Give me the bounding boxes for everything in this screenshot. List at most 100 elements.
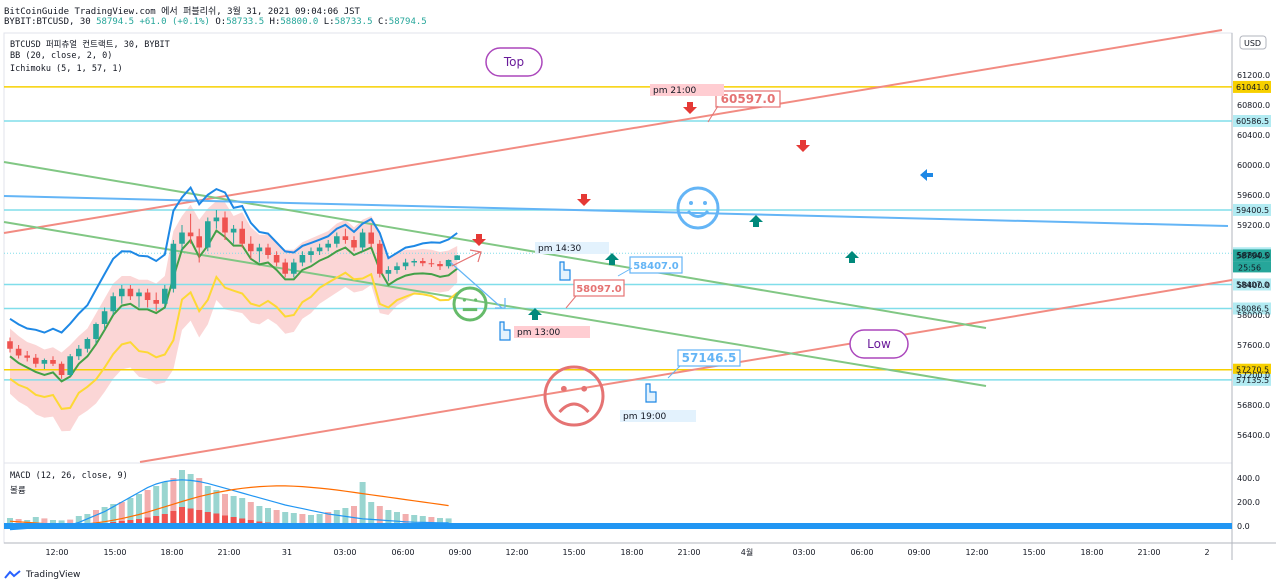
candle-body [437,264,443,267]
y-tick-label: 56800.0 [1237,401,1270,410]
legend-ichimoku[interactable]: Ichimoku (5, 1, 57, 1) [10,64,123,74]
green-channel-lower [3,221,987,387]
down-arrow-icon [796,140,810,152]
price-axis-label-bg [1233,278,1271,291]
volume-bar [204,486,211,526]
up-arrow-icon [605,253,619,265]
macd-histogram-bar [187,508,194,526]
candle-body [213,217,220,222]
low-label: L: [323,17,335,27]
candle-body [41,360,48,364]
volume-bar [144,490,151,526]
currency-badge[interactable] [1239,35,1267,50]
neutral-face-icon [452,286,488,322]
macd-histogram-bar [239,518,246,526]
x-tick-label: 4월 [741,547,753,557]
sad-face-icon [543,365,605,427]
volume-bar [351,506,357,526]
volume-bar [437,518,443,526]
y-tick-label: 61200.0 [1237,71,1270,80]
tradingview-logo-icon [4,570,21,579]
x-tick-label: 2 [1204,548,1209,557]
x-tick-label: 09:00 [448,548,471,557]
volume-bar [222,494,228,526]
macd-y-tick-label: 200.0 [1237,498,1260,507]
price-58097-label: 58097.0 [576,284,622,295]
candle-body [33,357,39,364]
price-axis-label-bg [1233,115,1271,128]
price-60597-label: 60597.0 [721,92,776,106]
volume-bar [239,498,246,526]
candle-body [420,261,426,264]
candle-body [136,292,142,297]
y-tick-label: 57200.0 [1237,371,1270,380]
volume-bar [299,514,306,526]
volume-bar [308,515,314,526]
volume-bar [136,494,142,526]
time-1900-bg [620,410,696,422]
volume-bar [419,516,426,526]
legend-volume[interactable]: 볼륨 [10,486,26,496]
volume-bar [67,519,74,526]
volume-bar [213,490,220,526]
macd-histogram-bar [213,513,220,526]
volume-bar [187,474,194,526]
candle-body [377,243,383,274]
y-tick-label: 60000.0 [1237,161,1270,170]
x-tick-label: 31 [282,548,292,557]
volume-bar [7,518,13,526]
volume-bar [84,514,91,526]
volume-bar [127,498,134,526]
volume-bar [376,506,383,526]
neutral-face-icon-eye [462,298,466,302]
green-channel-upper [3,161,987,329]
down-arrow-icon [577,194,591,206]
price-57146-box [677,349,741,367]
volume-bar [153,486,160,526]
candle-body [24,355,30,358]
time-2100-bg [650,84,724,96]
x-tick-label: 15:00 [562,548,585,557]
high-value: 58800.0 [280,17,319,27]
neutral-face-icon-eye [474,298,478,302]
price-60597-box [715,90,781,108]
candle-body [368,232,374,244]
left-arrow-icon [920,169,933,181]
macd-histogram-bar [170,511,177,526]
volume-bar [15,519,22,526]
price-axis-label-bg [1233,80,1271,93]
macd-histogram-bar [153,516,160,526]
legend-macd[interactable]: MACD (12, 26, close, 9) [10,471,128,481]
hand-pointer-icon [559,261,571,281]
candle-body [394,266,400,270]
connector-line [617,267,633,277]
price-axis-label-bg [1233,363,1271,376]
candle-body [316,247,323,252]
volume-bar [445,518,452,526]
y-tick-label: 58000.0 [1237,311,1270,320]
price-axis-label: 57135.5 [1236,376,1269,385]
candle-body [256,247,263,252]
volume-bar [394,512,400,526]
candle-body [273,255,280,263]
volume-bar [325,512,332,526]
candle-body [428,263,435,265]
volume-bar [32,517,39,526]
candle-body [119,288,125,297]
price-axis-label: 58794.5 [1236,251,1269,260]
footer-brand[interactable]: TradingView [4,570,80,580]
price-58407-label: 58407.0 [633,261,679,272]
legend-bb[interactable]: BB (20, close, 2, 0) [10,51,113,61]
volume-bar [265,508,271,526]
candle-body [325,243,331,248]
candle-body [205,221,211,248]
candle-body [187,232,194,237]
candle-body [222,217,228,233]
time-2100-label: pm 21:00 [653,86,697,96]
happy-face-icon-mouth [686,209,710,218]
volume-bar [385,510,392,526]
low-label: Low [867,337,891,351]
volume-bar [170,478,177,526]
price-axis-label: 60586.5 [1236,117,1269,126]
